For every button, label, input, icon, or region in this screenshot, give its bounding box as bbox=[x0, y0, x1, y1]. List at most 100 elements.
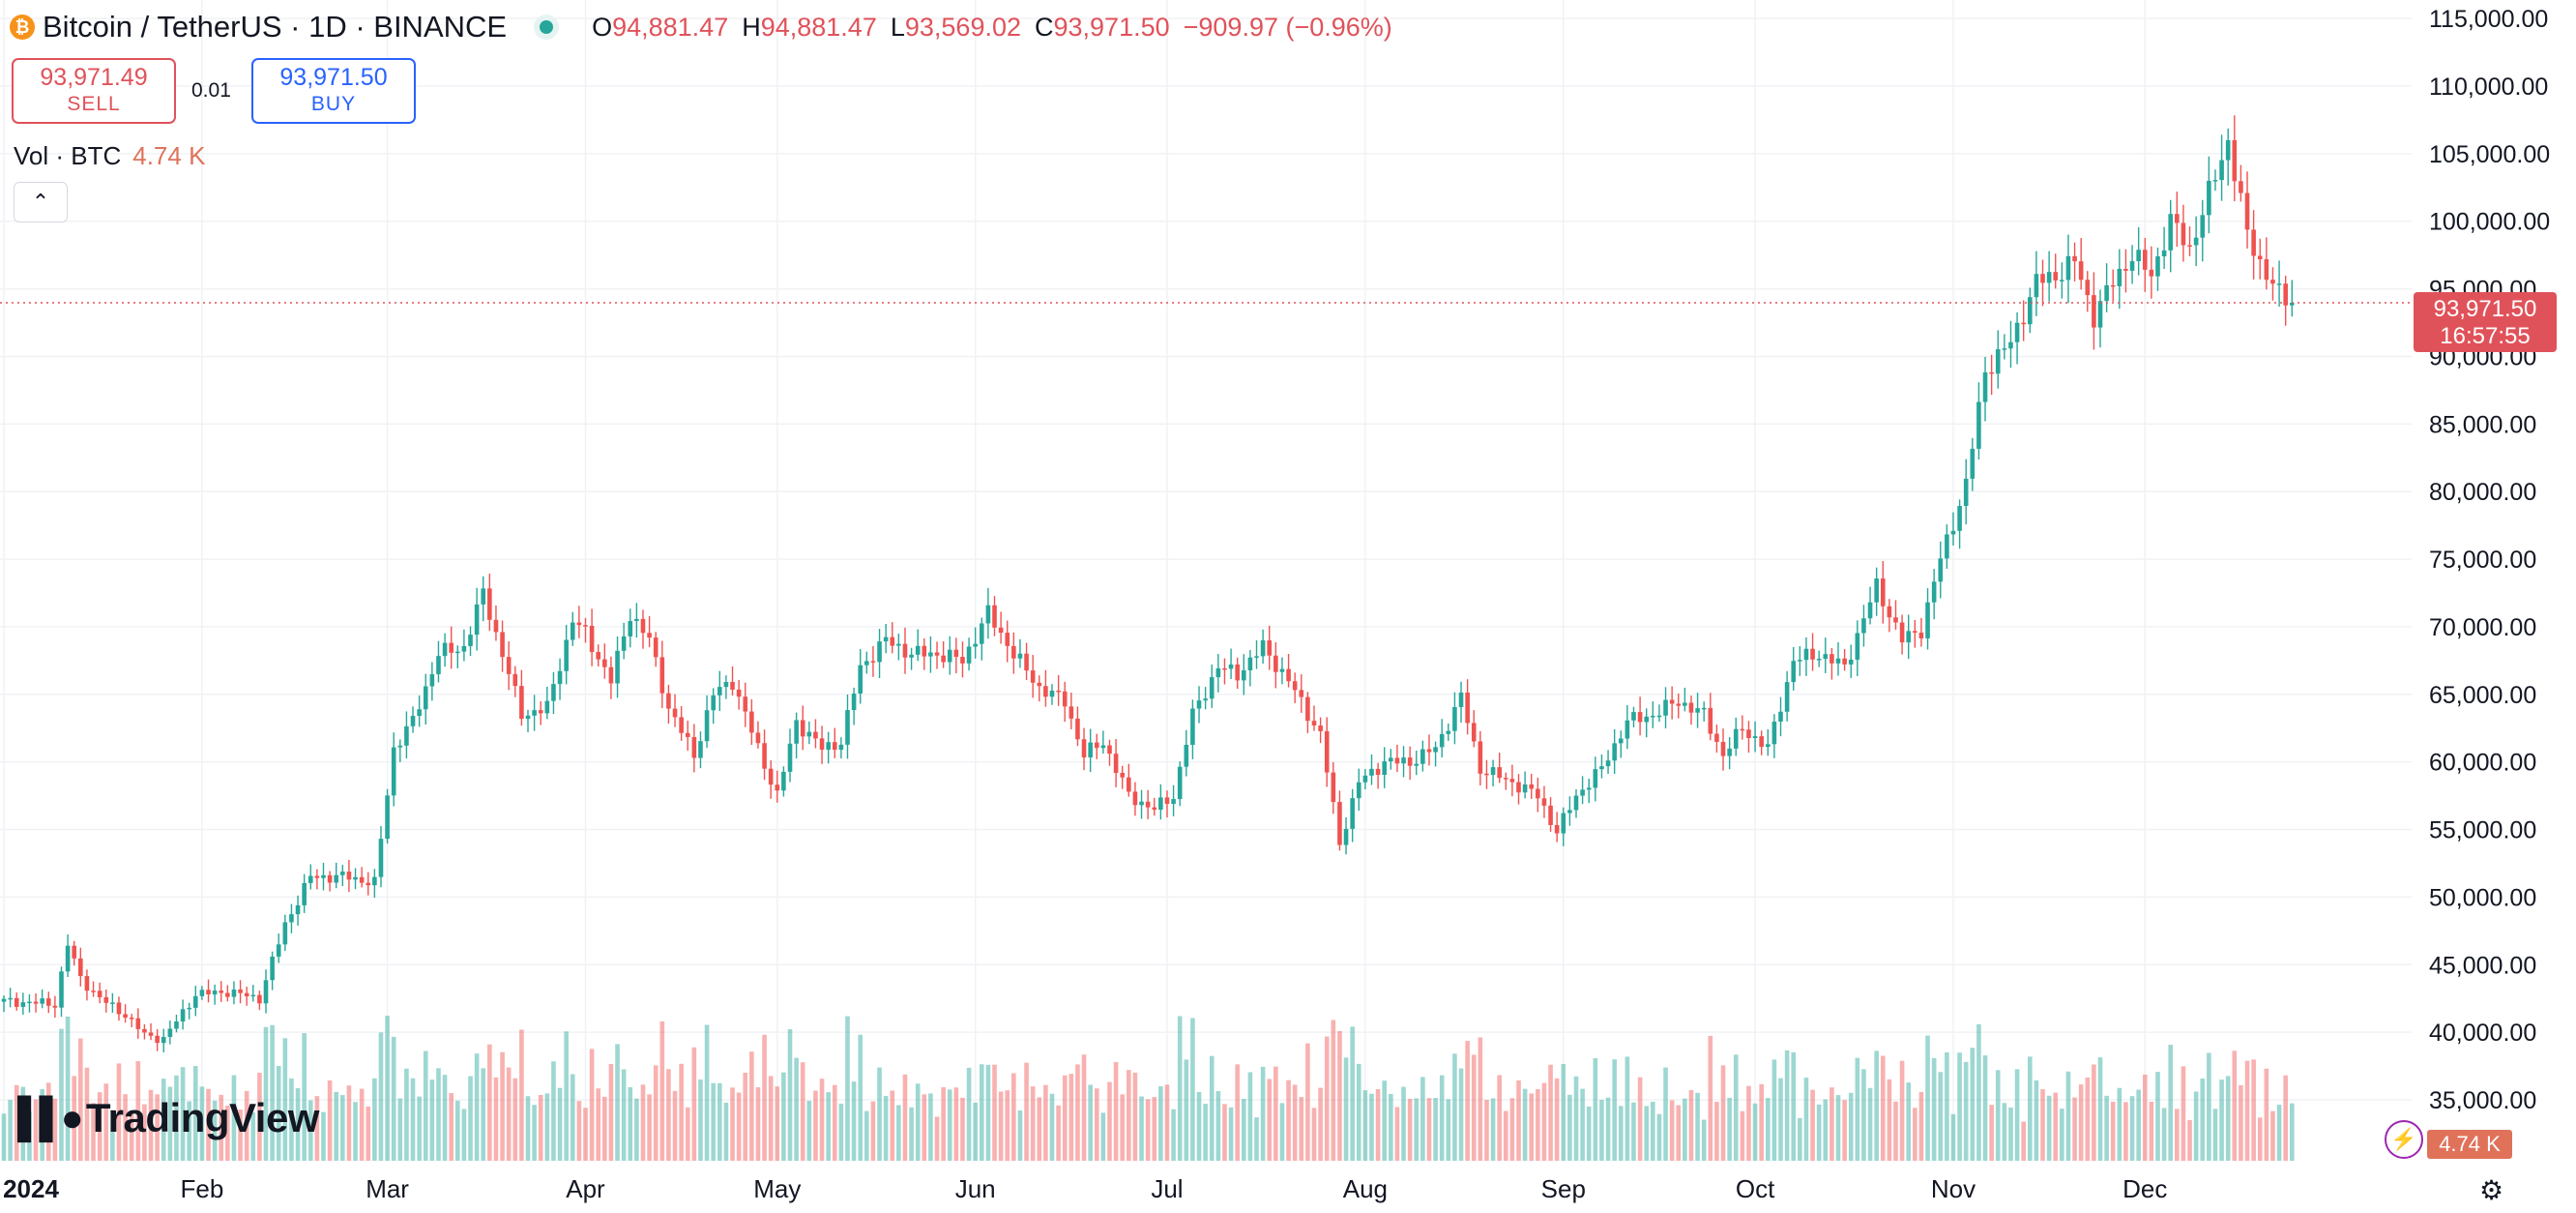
volume-bar bbox=[755, 1087, 761, 1161]
candle-body bbox=[1215, 667, 1221, 678]
candle-body bbox=[819, 738, 825, 751]
volume-bar bbox=[1222, 1104, 1227, 1161]
bar-countdown: 16:57:55 bbox=[2440, 323, 2531, 349]
candle-body bbox=[340, 872, 345, 875]
volume-bar bbox=[749, 1051, 754, 1161]
volume-bar bbox=[2008, 1107, 2013, 1161]
candle-body bbox=[973, 643, 978, 647]
volume-bar bbox=[1746, 1085, 1751, 1161]
candle-body bbox=[1452, 706, 1457, 731]
volume-bar bbox=[806, 1100, 812, 1161]
volume-bar bbox=[628, 1087, 633, 1161]
candle-body bbox=[410, 716, 416, 726]
volume-bar bbox=[346, 1085, 352, 1161]
volume-bar bbox=[512, 1078, 518, 1161]
candle-body bbox=[391, 747, 396, 796]
candle-body bbox=[806, 731, 812, 737]
volume-bar bbox=[2117, 1087, 2122, 1161]
candle-body bbox=[2200, 215, 2206, 238]
volume-bar bbox=[123, 1094, 128, 1161]
volume-bar bbox=[40, 1088, 44, 1161]
volume-bar bbox=[493, 1077, 499, 1161]
collapse-legend-button[interactable]: ⌃ bbox=[14, 182, 68, 222]
volume-bar bbox=[1446, 1099, 1451, 1161]
volume-bar bbox=[1184, 1059, 1189, 1161]
candle-body bbox=[672, 708, 678, 718]
volume-bar bbox=[1823, 1099, 1829, 1161]
candle-body bbox=[775, 784, 780, 791]
lightning-icon[interactable]: ⚡ bbox=[2385, 1120, 2423, 1159]
candle-body bbox=[1529, 784, 1535, 789]
volume-legend[interactable]: Vol · BTC 4.74 K bbox=[14, 141, 205, 171]
volume-bar bbox=[1573, 1076, 1579, 1161]
gear-icon[interactable]: ⚙ bbox=[2479, 1175, 2504, 1205]
candle-body bbox=[423, 686, 428, 710]
candle-body bbox=[2129, 261, 2135, 271]
volume-bar bbox=[1708, 1035, 1713, 1161]
candle-body bbox=[1989, 371, 1994, 374]
volume-bars bbox=[1, 1016, 2295, 1161]
volume-bar bbox=[192, 1066, 198, 1161]
candle-body bbox=[1688, 702, 1694, 713]
volume-bar bbox=[883, 1095, 889, 1161]
candle-body bbox=[1855, 633, 1860, 660]
volume-bar bbox=[743, 1072, 748, 1161]
candle-body bbox=[691, 736, 697, 758]
candle-body bbox=[1401, 757, 1406, 764]
candle-body bbox=[161, 1037, 166, 1044]
volume-bar bbox=[532, 1105, 537, 1161]
volume-bar bbox=[1867, 1087, 1873, 1161]
x-tick-label: Mar bbox=[366, 1174, 409, 1203]
buy-button[interactable]: 93,971.50 BUY bbox=[251, 58, 416, 124]
volume-bar bbox=[1529, 1093, 1535, 1161]
tradingview-logo[interactable]: ▌▌● TradingView bbox=[17, 1095, 319, 1141]
volume-bar bbox=[1803, 1078, 1809, 1161]
candle-body bbox=[1286, 668, 1291, 682]
volume-bar bbox=[372, 1078, 377, 1161]
candle-body bbox=[1599, 766, 1604, 770]
bitcoin-icon[interactable]: ₿ bbox=[10, 15, 35, 40]
volume-bar bbox=[647, 1094, 652, 1161]
volume-bar bbox=[174, 1075, 179, 1161]
volume-bar bbox=[1127, 1070, 1131, 1161]
volume-bar bbox=[1100, 1112, 1106, 1161]
volume-bar bbox=[1631, 1102, 1636, 1161]
volume-bar bbox=[1043, 1084, 1048, 1161]
volume-bar bbox=[1196, 1091, 1202, 1161]
candle-body bbox=[1279, 668, 1285, 672]
buy-label: BUY bbox=[310, 93, 357, 115]
candle-body bbox=[334, 874, 339, 883]
volume-bar bbox=[1215, 1091, 1221, 1161]
candle-body bbox=[749, 711, 754, 733]
volume-bar bbox=[1497, 1075, 1502, 1161]
candle-body bbox=[813, 731, 818, 739]
volume-bar bbox=[307, 1100, 313, 1161]
candle-body bbox=[621, 636, 627, 651]
time-axis: 2024 Feb Mar Apr May Jun Jul Aug Sep Oct Nov Dec bbox=[3, 1174, 2167, 1203]
candle-body bbox=[404, 725, 409, 746]
candle-body bbox=[1254, 656, 1259, 658]
sell-button[interactable]: 93,971.49 SELL bbox=[12, 58, 176, 124]
volume-bar bbox=[832, 1084, 837, 1161]
candle-body bbox=[1127, 777, 1131, 792]
candle-body bbox=[327, 874, 333, 883]
volume-bar bbox=[417, 1096, 422, 1161]
volume-bar bbox=[1727, 1097, 1732, 1161]
market-status-dot[interactable] bbox=[540, 20, 554, 34]
candle-body bbox=[589, 625, 595, 653]
candle-body bbox=[1107, 745, 1112, 754]
candle-body bbox=[1816, 659, 1822, 661]
volume-bar bbox=[538, 1094, 543, 1161]
candle-body bbox=[289, 914, 294, 923]
candle-body bbox=[1733, 728, 1739, 749]
symbol-title[interactable]: Bitcoin / TetherUS · 1D · BINANCE bbox=[43, 10, 508, 44]
candle-body bbox=[851, 693, 857, 711]
volume-bar bbox=[1536, 1088, 1540, 1161]
candle-body bbox=[244, 992, 249, 996]
candle-body bbox=[1196, 700, 1202, 709]
volume-bar bbox=[1791, 1051, 1797, 1161]
candle-body bbox=[1548, 805, 1553, 825]
candle-body bbox=[1913, 631, 1917, 633]
candle-body bbox=[1024, 653, 1029, 671]
